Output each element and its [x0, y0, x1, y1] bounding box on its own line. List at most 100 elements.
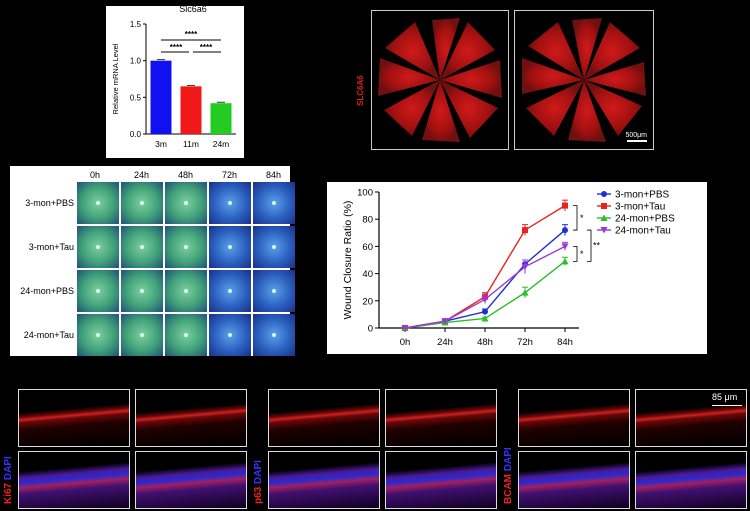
wound-spot [96, 289, 100, 293]
legend-label-24-mon+PBS: 24-mon+PBS [615, 214, 675, 225]
legend-marker [600, 227, 608, 234]
flatmount-image-left [371, 10, 509, 150]
bar-chart-title: Slc6a6 [179, 6, 207, 14]
sig-left-label: **** [170, 43, 183, 52]
legend-marker [601, 203, 607, 209]
well-image [253, 226, 295, 268]
well-image [209, 314, 251, 356]
line-chart-svg: 0 20 40 60 80 100 0h 24h 48h 72h 84h Wound Closure … [342, 188, 675, 349]
well-image [121, 182, 163, 224]
y-tick-label: 0.0 [130, 130, 142, 139]
legend-label-3-mon+Tau: 3-mon+Tau [615, 202, 665, 213]
marker-name: p63 [253, 486, 264, 504]
well-image [121, 226, 163, 268]
y-tick-label: 40 [362, 269, 373, 280]
series-24-mon+Tau [401, 241, 569, 332]
bar-chart-svg: Slc6a6 0.0 0.5 1.0 1.5 Relative mRNA Level 3m 1… [111, 4, 236, 149]
wound-spot [272, 333, 276, 337]
data-point [562, 227, 568, 234]
panel-e-immunofluorescence: Ki67 DAPI p63 DAPI BCAM DAPI 85 μm [0, 386, 750, 511]
scalebar-label: 500μm [625, 132, 647, 139]
flatmount-svg-right [522, 18, 647, 142]
wound-spot [228, 333, 232, 337]
wound-spot [96, 201, 100, 205]
data-point [482, 308, 488, 315]
sig-top-label: **** [185, 30, 198, 39]
wound-spot [272, 245, 276, 249]
panel-a-bar-chart: Slc6a6 0.0 0.5 1.0 1.5 Relative mRNA Level 3m 1… [106, 4, 244, 158]
wound-spot [140, 201, 144, 205]
sig-right-label: **** [200, 43, 213, 52]
data-point [401, 325, 409, 332]
well-image [253, 270, 295, 312]
dapi-label: DAPI [503, 447, 514, 474]
well-image [77, 270, 119, 312]
marker-label-p63: p63 DAPI [253, 460, 264, 504]
x-tick-label-72h: 72h [517, 337, 533, 348]
marker-name: Ki67 [3, 482, 14, 504]
micrograph-tile [268, 451, 380, 509]
data-point [521, 289, 529, 296]
time-label-0h: 0h [90, 170, 101, 180]
micrograph-tile [518, 389, 630, 447]
y-tick-label: 60 [362, 242, 373, 253]
wound-spot [272, 201, 276, 205]
legend-marker [601, 191, 607, 197]
wound-spot [140, 333, 144, 337]
marker-name: BCAM [503, 474, 514, 504]
panel-c-wound-images: 0h 24h 48h 72h 84h 3-mon+PBS 3-mon+Tau 24-mon+… [10, 166, 295, 356]
y-tick-label: 80 [362, 215, 373, 226]
wound-spot [184, 201, 188, 205]
sig-bracket-1 [573, 205, 578, 231]
wound-spot [96, 245, 100, 249]
bar-3m [150, 60, 172, 134]
y-tick-label: 1.5 [130, 20, 142, 29]
x-tick-label-24m: 24m [213, 139, 230, 149]
well-image [77, 182, 119, 224]
x-tick-label-3m: 3m [155, 139, 167, 149]
micrograph-tile [518, 451, 630, 509]
well-image [209, 270, 251, 312]
row-label: 3-mon+Tau [28, 242, 74, 252]
panel-d-line-chart: 0 20 40 60 80 100 0h 24h 48h 72h 84h Wound Closure … [327, 182, 707, 354]
well-image [209, 182, 251, 224]
data-point [522, 227, 528, 234]
wound-spot [140, 245, 144, 249]
well-image [253, 314, 295, 356]
micrograph-tile [385, 389, 497, 447]
data-point [562, 202, 568, 209]
row-label: 24-mon+PBS [20, 286, 74, 296]
micrograph-tile [18, 451, 130, 509]
micrograph-tile [385, 451, 497, 509]
legend-marker [600, 214, 608, 221]
row-label: 3-mon+PBS [25, 198, 74, 208]
y-tick-label: 0.5 [130, 93, 142, 102]
micrograph-tile [268, 389, 380, 447]
well-image [165, 226, 207, 268]
wound-spot [140, 289, 144, 293]
if-scalebar-label: 85 μm [712, 392, 738, 402]
sig-mark-1: * [580, 213, 584, 223]
micrograph-tile [18, 389, 130, 447]
sig-mark-3: ** [593, 241, 601, 251]
y-tick-label: 0 [368, 324, 373, 335]
y-tick-label: 20 [362, 296, 373, 307]
marker-label-ki67: Ki67 DAPI [3, 456, 14, 504]
micrograph-tile [635, 451, 747, 509]
y-tick-label: 1.0 [130, 57, 142, 66]
time-label-72h: 72h [222, 170, 238, 180]
x-tick-label-84h: 84h [557, 337, 573, 348]
wound-spot [184, 289, 188, 293]
dapi-label: DAPI [253, 460, 264, 487]
flatmount-image-right: 500μm [514, 10, 654, 150]
wound-spot [96, 333, 100, 337]
data-point [481, 314, 489, 322]
well-image [253, 182, 295, 224]
if-scalebar-line [712, 405, 742, 406]
dapi-label: DAPI [3, 456, 14, 483]
time-label-48h: 48h [178, 170, 194, 180]
legend-label-3-mon+PBS: 3-mon+PBS [615, 190, 670, 201]
sig-mark-2: * [580, 249, 584, 259]
wound-spot [184, 245, 188, 249]
panel-b-flatmount: 500μm SLC6A6 [350, 6, 670, 151]
